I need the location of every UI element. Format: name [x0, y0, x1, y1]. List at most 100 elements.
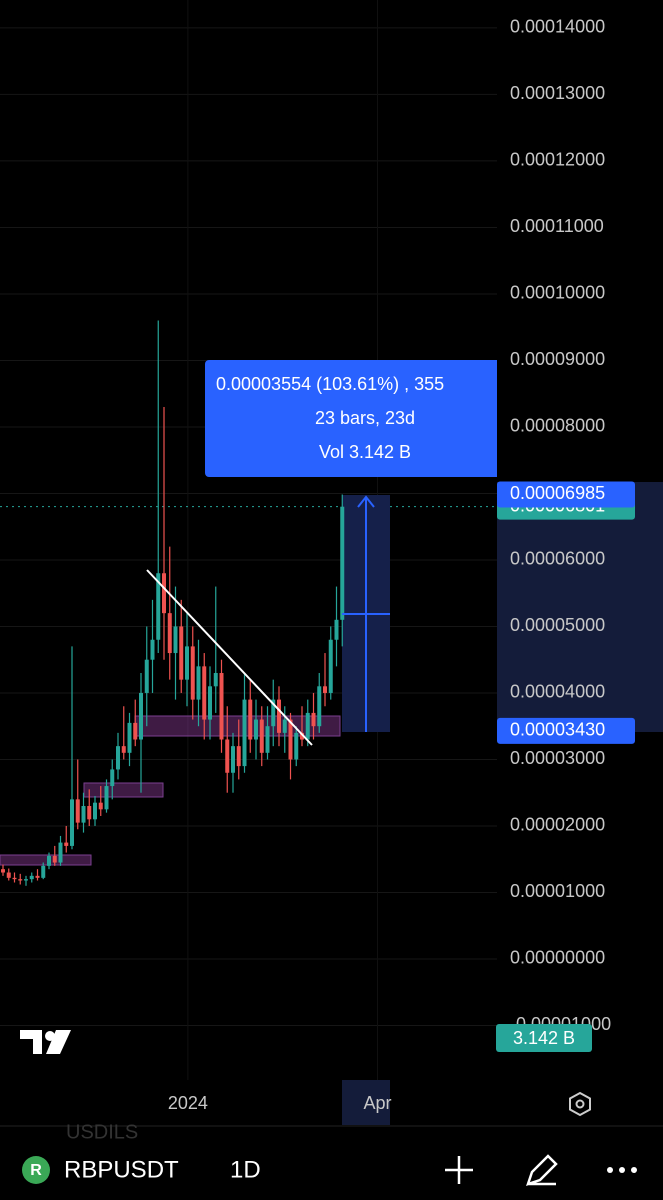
candle-body [179, 626, 184, 680]
candle-body [219, 673, 224, 740]
y-tick-label: 0.00012000 [510, 150, 605, 170]
candle-body [202, 666, 207, 720]
candle-body [52, 855, 57, 863]
candle-body [340, 506, 345, 620]
candle-body [242, 699, 247, 767]
x-tick-label: 2024 [168, 1093, 208, 1113]
candle-body [196, 666, 201, 700]
candle-body [282, 719, 287, 733]
settings-icon-dot [575, 1099, 585, 1109]
candle-body [1, 869, 5, 873]
candle-body [265, 726, 270, 753]
overlay [146, 495, 390, 746]
candle-body [185, 646, 189, 680]
y-tick-label: 0.00011000 [510, 216, 604, 236]
price-label: 0.00006985 [510, 483, 605, 503]
add-button[interactable] [445, 1156, 473, 1184]
candle-body [190, 646, 195, 700]
candle-body [18, 879, 23, 881]
symbol[interactable]: RBPUSDT [64, 1156, 179, 1183]
candle-body [231, 746, 235, 773]
candle-body [121, 746, 126, 753]
measure-text: 0.00003554 (103.61%) , 355 [216, 374, 444, 394]
candle-body [150, 639, 155, 660]
ghost-symbol: USDILS [66, 1121, 138, 1143]
volume-label-bg [496, 1024, 592, 1052]
candle-body [277, 699, 281, 733]
price-label: 0.00003430 [510, 720, 605, 740]
measure-text: 23 bars, 23d [315, 408, 415, 428]
y-tick-label: 0.00002000 [510, 815, 605, 835]
y-tick-label: 0.00003000 [510, 748, 605, 768]
candle-body [213, 673, 218, 687]
candle-body [208, 686, 212, 720]
candle-body [236, 746, 241, 767]
zone [0, 854, 92, 866]
candle-body [288, 719, 293, 760]
candle-body [139, 692, 143, 740]
candle-body [104, 786, 109, 810]
candle-body [70, 799, 74, 846]
time-axis: 2024 Apr [168, 1093, 392, 1113]
measure-tooltip: 0.00003554 (103.61%) , 355 23 bars, 23d Vo… [205, 360, 497, 477]
candle-body [317, 686, 322, 727]
candle-body [133, 722, 138, 740]
y-tick-label: 0.00004000 [510, 682, 605, 702]
y-tick-label: 0.00010000 [510, 283, 605, 303]
candle-body [98, 802, 103, 810]
candle-body [47, 855, 51, 866]
candle-body [29, 875, 34, 880]
candle-body [110, 769, 115, 787]
measure-arrow-head [357, 495, 375, 508]
candle-body [259, 719, 264, 753]
candle-body [156, 573, 161, 640]
candle-body [58, 842, 63, 863]
grid [0, 0, 497, 1080]
symbol-icon-letter: R [30, 1162, 42, 1179]
candle-body [334, 619, 339, 640]
candle-body [167, 613, 172, 654]
measure-axis-band [497, 482, 663, 732]
zone [83, 782, 164, 798]
price-label-bg [497, 481, 635, 508]
draw-button[interactable] [526, 1154, 558, 1186]
more-button[interactable] [607, 1167, 637, 1173]
candle-body [254, 719, 258, 740]
candle-body [311, 712, 316, 727]
candle-body [127, 722, 132, 753]
candle-body [81, 806, 86, 823]
tv-logo [20, 1030, 71, 1054]
settings-icon[interactable] [569, 1091, 591, 1117]
candle-body [300, 732, 304, 740]
x-tick-label: Apr [363, 1093, 391, 1113]
y-tick-label: 0.00005000 [510, 615, 605, 635]
symbol-icon[interactable] [22, 1156, 50, 1184]
y-tick-label: 0.00006000 [510, 549, 605, 569]
y-tick-label: 0.00013000 [510, 83, 605, 103]
candle-body [271, 699, 276, 727]
measure-time-band [342, 1080, 390, 1125]
y-tick-label: 0.00008000 [510, 416, 605, 436]
candle-body [87, 806, 92, 820]
interval[interactable]: 1D [230, 1156, 261, 1183]
measure-text: Vol 3.142 B [319, 442, 411, 462]
candle-body [305, 712, 310, 740]
y-tick-label: 0.00000000 [510, 948, 605, 968]
candle-body [12, 877, 17, 880]
volume-label: 3.142 B [513, 1028, 575, 1048]
measure-tooltip-bg [205, 360, 497, 477]
candle-body [75, 799, 80, 823]
candle-body [328, 639, 333, 693]
candle-body [225, 739, 230, 773]
candle-body [323, 686, 327, 693]
candle-body [116, 746, 120, 770]
y-tick-label: 0.00001000 [510, 881, 605, 901]
candle-body [294, 732, 299, 760]
candle-body [162, 573, 166, 614]
candle-body [35, 875, 40, 878]
candle-body [93, 802, 97, 820]
candles [1, 320, 345, 886]
trend-line [146, 569, 313, 746]
candle-body [144, 659, 149, 693]
